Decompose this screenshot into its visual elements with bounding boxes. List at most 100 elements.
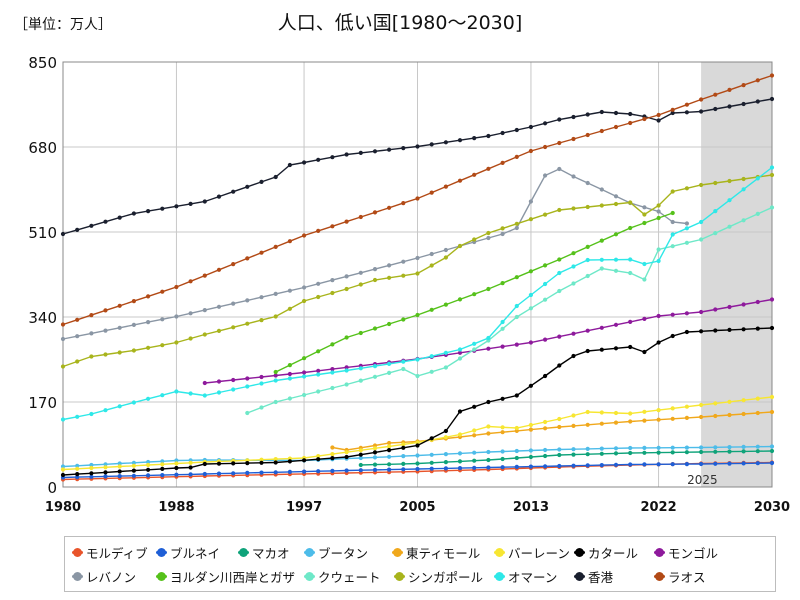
- data-point: [514, 342, 519, 347]
- legend-label: ブータン: [318, 546, 369, 561]
- data-point: [358, 282, 363, 287]
- data-point: [259, 457, 264, 462]
- data-point: [131, 299, 136, 304]
- data-point: [528, 217, 534, 222]
- x-tick-label: 2013: [513, 500, 549, 515]
- data-point: [75, 472, 80, 477]
- data-point: [202, 380, 207, 386]
- data-point: [656, 258, 661, 264]
- data-point: [684, 102, 690, 107]
- data-point: [372, 467, 378, 472]
- legend-item: モンゴル: [655, 543, 718, 562]
- legend-label: シンガポール: [408, 570, 484, 585]
- data-point: [684, 110, 690, 115]
- data-point: [699, 402, 704, 408]
- data-point: [769, 448, 775, 454]
- data-point: [557, 452, 562, 458]
- data-point: [330, 278, 335, 283]
- data-point: [613, 268, 619, 273]
- legend-marker: [575, 548, 584, 557]
- data-point: [75, 317, 80, 322]
- data-point: [514, 448, 519, 454]
- data-point: [443, 452, 448, 457]
- data-point: [628, 450, 633, 456]
- data-point: [330, 385, 335, 391]
- data-point: [755, 410, 760, 416]
- data-point: [344, 454, 349, 460]
- data-point: [628, 225, 633, 231]
- data-point: [472, 341, 477, 346]
- data-point: [684, 450, 690, 455]
- data-point: [486, 133, 491, 139]
- data-point: [330, 370, 335, 375]
- data-point: [174, 458, 179, 463]
- data-point: [245, 298, 250, 303]
- legend-label: 香港: [588, 570, 614, 585]
- data-point: [330, 224, 335, 229]
- data-point: [755, 396, 760, 401]
- data-point: [316, 454, 321, 459]
- legend-marker: [305, 548, 314, 557]
- data-point: [174, 389, 179, 394]
- data-point: [273, 244, 278, 249]
- data-point: [727, 224, 732, 229]
- data-point: [60, 464, 66, 469]
- data-point: [188, 201, 193, 206]
- data-point: [613, 451, 619, 456]
- data-point: [60, 336, 66, 342]
- data-point: [443, 466, 448, 471]
- data-point: [472, 465, 477, 470]
- data-point: [429, 452, 434, 457]
- data-point: [259, 295, 264, 300]
- data-point: [642, 349, 647, 355]
- data-point: [741, 83, 746, 88]
- data-point: [514, 428, 519, 433]
- data-point: [273, 174, 278, 180]
- data-point: [273, 369, 278, 375]
- data-point: [302, 392, 307, 398]
- data-point: [486, 335, 491, 341]
- data-point: [599, 266, 604, 271]
- legend-item: レバノン: [73, 567, 136, 586]
- data-point: [670, 445, 675, 450]
- data-point: [273, 470, 278, 475]
- data-point: [429, 369, 434, 374]
- data-point: [358, 150, 363, 155]
- data-point: [231, 471, 236, 476]
- data-point: [684, 221, 690, 226]
- data-point: [656, 112, 661, 118]
- data-point: [287, 363, 292, 368]
- data-point: [344, 274, 349, 279]
- data-point: [500, 344, 505, 349]
- data-point: [727, 461, 732, 466]
- data-point: [557, 424, 562, 430]
- data-point: [60, 322, 66, 327]
- data-point: [245, 256, 250, 261]
- legend-marker: [393, 548, 402, 557]
- data-point: [429, 436, 434, 441]
- data-point: [131, 322, 136, 327]
- data-point: [741, 218, 746, 223]
- data-point: [500, 465, 505, 470]
- data-point: [684, 186, 690, 191]
- data-point: [387, 263, 392, 268]
- data-point: [259, 179, 264, 184]
- data-point: [245, 470, 250, 475]
- data-point: [287, 239, 292, 244]
- data-point: [372, 210, 378, 215]
- data-point: [543, 297, 548, 302]
- data-point: [372, 364, 378, 369]
- data-point: [472, 237, 477, 242]
- data-point: [528, 454, 534, 460]
- data-point: [571, 331, 576, 336]
- data-point: [656, 209, 661, 214]
- data-point: [401, 317, 406, 322]
- data-point: [585, 409, 590, 415]
- data-point: [358, 462, 363, 468]
- data-point: [585, 273, 590, 279]
- legend-item: カタール: [575, 543, 638, 562]
- data-point: [486, 431, 491, 436]
- data-point: [628, 411, 633, 416]
- data-point: [699, 309, 704, 315]
- data-point: [500, 319, 505, 325]
